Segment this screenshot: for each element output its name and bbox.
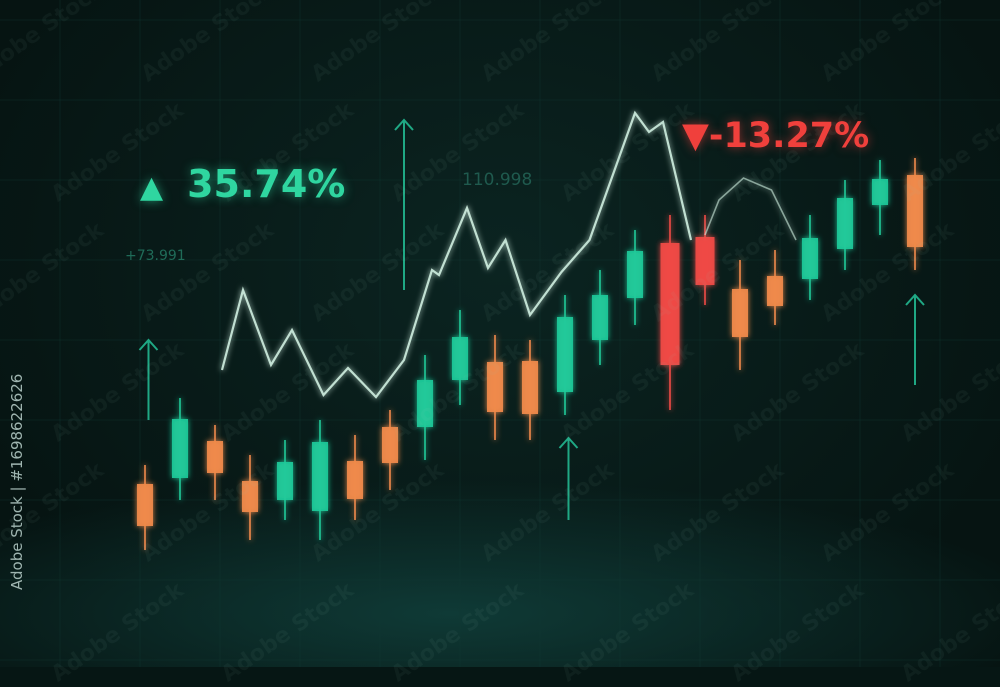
arrow-head [905,293,925,306]
candle-bullish [417,355,433,460]
value-label-left: +73.991 [125,248,186,264]
candle-body [137,484,153,526]
candle-body [627,251,643,298]
candle-bearish [660,215,680,410]
gain-percent-label: ▲ 35.74% [140,162,345,206]
arrow-up-icon [558,436,579,520]
candles [137,158,923,550]
candle-bearish [382,410,398,490]
candle-body [872,179,888,205]
candle-body [557,317,573,392]
arrow-head [558,436,579,449]
candle-bullish [592,270,608,365]
candle-bearish [487,335,503,440]
candle-bearish [347,435,363,520]
candle-bullish [277,440,293,520]
candle-bullish [872,160,888,235]
candle-bearish [137,465,153,550]
price-line-segment [220,110,693,399]
candle-body [207,441,223,473]
candle-body [522,361,538,414]
candle-body [907,175,923,247]
candle-body [312,442,328,511]
candle-bullish [627,230,643,325]
arrow-head [138,338,159,351]
arrow-up-icon [905,293,925,385]
loss-percent-label: ▼-13.27% [682,116,870,156]
gain-percent: 35.74% [187,162,346,206]
candle-bearish [732,260,748,370]
candle-body [487,362,503,412]
candle-body [172,419,188,478]
candle-bullish [837,180,853,270]
arrows [138,118,925,520]
candle-bearish [907,158,923,270]
arrow-up-icon [138,338,159,420]
candle-body [347,461,363,499]
candle-bullish [312,420,328,540]
candle-body [382,427,398,463]
arrow-head [394,118,414,131]
candle-bullish [172,398,188,500]
candle-body [592,295,608,340]
candle-bullish [802,215,818,300]
candle-body [452,337,468,380]
candle-bearish [207,425,223,500]
candle-body [767,276,783,306]
candle-body [802,238,818,279]
candle-body [242,481,258,512]
price-line-segment [704,177,797,241]
candle-bearish [767,250,783,325]
candle-bearish [522,340,538,440]
triangle-up-icon: ▲ [140,170,164,205]
candle-body [660,243,680,365]
candle-body [277,462,293,500]
side-credit: Adobe Stock | #1698622626 [8,373,26,590]
candle-bullish [557,295,573,415]
candle-bearish [242,455,258,540]
price-line [220,110,797,399]
candle-bullish [452,310,468,405]
candle-body [417,380,433,427]
grid [0,0,1000,667]
candle-body [695,237,715,285]
value-label-top: 110.998 [462,170,533,190]
candle-body [837,198,853,249]
candle-bearish [695,215,715,305]
arrow-up-icon [394,118,414,290]
candle-body [732,289,748,337]
candlestick-chart [0,0,1000,667]
